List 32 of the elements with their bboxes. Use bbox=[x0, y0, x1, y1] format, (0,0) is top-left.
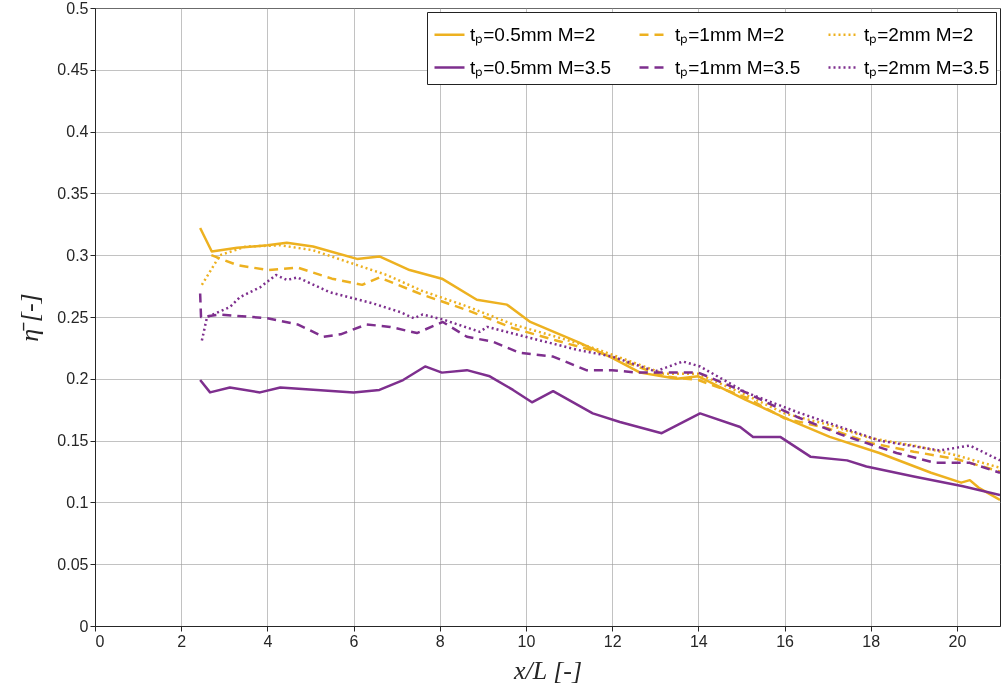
legend-label: tₚ=2mm M=2 bbox=[864, 23, 974, 46]
x-tick-label: 12 bbox=[603, 632, 622, 650]
legend-label: tₚ=2mm M=3.5 bbox=[864, 56, 990, 79]
x-tick-label: 18 bbox=[862, 632, 881, 650]
x-tick-label: 0 bbox=[95, 632, 105, 650]
legend-label: tₚ=1mm M=2 bbox=[675, 23, 785, 46]
x-tick-label: 8 bbox=[435, 632, 445, 650]
y-axis-title: η̄ [-] bbox=[15, 293, 45, 342]
y-tick-label: 0.35 bbox=[57, 184, 89, 202]
y-tick-label: 0.5 bbox=[66, 0, 89, 17]
x-tick-label: 14 bbox=[689, 632, 708, 650]
x-tick-label: 2 bbox=[177, 632, 187, 650]
y-tick-label: 0 bbox=[79, 617, 89, 635]
x-tick-label: 16 bbox=[776, 632, 795, 650]
legend-label: tₚ=0.5mm M=2 bbox=[470, 23, 596, 46]
line-series bbox=[198, 226, 1000, 502]
legend-label: tₚ=1mm M=3.5 bbox=[675, 56, 801, 79]
y-tick-label: 0.05 bbox=[57, 555, 89, 573]
legend-label: tₚ=0.5mm M=3.5 bbox=[470, 56, 612, 79]
y-tick-label: 0.2 bbox=[66, 370, 89, 388]
y-tick-label: 0.45 bbox=[57, 61, 89, 79]
line-series bbox=[198, 365, 1000, 497]
y-tick-label: 0.15 bbox=[57, 432, 89, 450]
y-tick-label: 0.3 bbox=[66, 246, 89, 264]
x-tick-label: 20 bbox=[948, 632, 967, 650]
x-tick-label: 6 bbox=[349, 632, 359, 650]
y-tick-label: 0.1 bbox=[66, 493, 89, 511]
x-axis-title: x/L [-] bbox=[512, 655, 583, 685]
y-tick-label: 0.25 bbox=[57, 308, 89, 326]
y-tick-label: 0.4 bbox=[66, 123, 89, 141]
x-tick-label: 10 bbox=[517, 632, 536, 650]
x-tick-label: 4 bbox=[263, 632, 273, 650]
